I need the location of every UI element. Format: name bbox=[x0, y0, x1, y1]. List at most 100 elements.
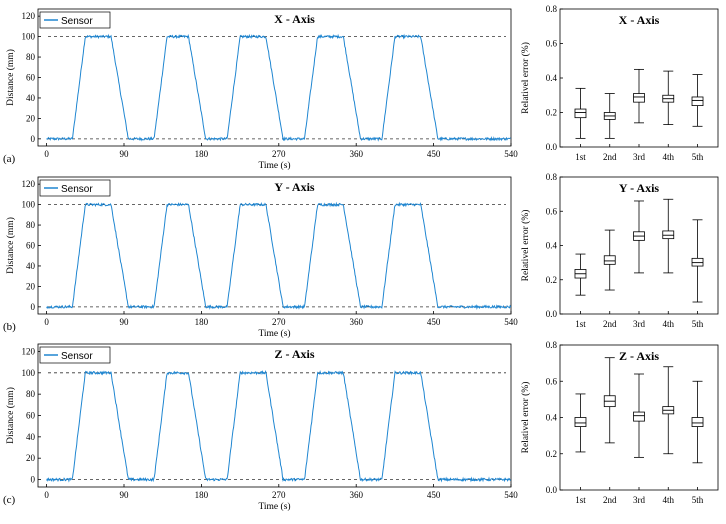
x-tick-label: 270 bbox=[272, 317, 286, 327]
x-tick-label: 360 bbox=[349, 490, 363, 500]
y-tick-label: 0 bbox=[31, 134, 36, 144]
chart-title: X - Axis bbox=[274, 12, 315, 26]
x-tick-label: 2nd bbox=[603, 319, 617, 329]
y-tick-label: 60 bbox=[26, 241, 36, 251]
y-tick-label: 80 bbox=[26, 220, 36, 230]
y-tick-label: 0.2 bbox=[546, 108, 557, 118]
box-chart-2: 0.0 0.2 0.4 0.6 0.8 1st 2nd 3rd 4th 5th Y - Axis Re… bbox=[520, 172, 719, 329]
y-tick-label: 100 bbox=[22, 368, 36, 378]
box-5th bbox=[691, 219, 704, 303]
plot-frame bbox=[37, 8, 512, 147]
box-4th bbox=[662, 198, 675, 274]
iqr-box bbox=[574, 417, 587, 427]
y-tick-label: 0.0 bbox=[546, 142, 558, 152]
y-tick-label: 0.8 bbox=[546, 4, 558, 14]
box-chart-3: 0.0 0.2 0.4 0.6 0.8 1st 2nd 3rd 4th 5th Z - Axis Re… bbox=[520, 340, 719, 505]
y-tick-label: 20 bbox=[26, 113, 36, 123]
y-tick-label: 0.0 bbox=[546, 485, 558, 495]
y-axis-label: Distance (mm) bbox=[5, 387, 16, 444]
box-chart-1: 0.0 0.2 0.4 0.6 0.8 1st 2nd 3rd 4th 5th X - Axis Re… bbox=[520, 4, 719, 162]
legend: Sensor bbox=[39, 11, 111, 29]
y-tick-label: 0.2 bbox=[546, 449, 557, 459]
x-tick-label: 2nd bbox=[603, 495, 617, 505]
box-1st bbox=[574, 87, 587, 139]
box-1st bbox=[574, 393, 587, 453]
x-tick-label: 540 bbox=[504, 149, 518, 159]
y-axis-label: Distance (mm) bbox=[5, 49, 16, 106]
box-4th bbox=[662, 70, 675, 125]
x-tick-label: 1st bbox=[575, 495, 586, 505]
y-tick-label: 80 bbox=[26, 389, 36, 399]
x-tick-label: 180 bbox=[195, 317, 209, 327]
y-tick-label: 0.6 bbox=[546, 206, 558, 216]
x-tick-label: 1st bbox=[575, 152, 586, 162]
x-tick-label: 1st bbox=[575, 319, 586, 329]
iqr-box bbox=[603, 255, 616, 265]
y-tick-label: 0.8 bbox=[546, 340, 558, 350]
x-tick-label: 360 bbox=[349, 149, 363, 159]
x-tick-label: 180 bbox=[195, 149, 209, 159]
x-tick-label: 5th bbox=[692, 495, 704, 505]
y-axis-label: Relativel error (%) bbox=[520, 210, 531, 282]
iqr-box bbox=[691, 417, 704, 427]
box-2nd bbox=[603, 93, 616, 139]
chart-title: Y - Axis bbox=[619, 181, 660, 195]
panel-label: (c) bbox=[3, 494, 16, 506]
y-tick-label: 20 bbox=[26, 453, 36, 463]
y-tick-label: 0 bbox=[31, 302, 36, 312]
x-axis-label: Time (s) bbox=[258, 160, 290, 171]
chart-title: Z - Axis bbox=[274, 347, 314, 361]
sensor-series-line bbox=[46, 369, 511, 483]
y-tick-label: 0.4 bbox=[546, 241, 558, 251]
legend-label: Sensor bbox=[61, 184, 93, 195]
y-tick-label: 60 bbox=[26, 73, 36, 83]
y-tick-label: 40 bbox=[26, 432, 36, 442]
x-tick-label: 2nd bbox=[603, 152, 617, 162]
y-tick-label: 0 bbox=[31, 475, 36, 485]
x-tick-label: 270 bbox=[272, 490, 286, 500]
x-axis-label: Time (s) bbox=[258, 328, 290, 339]
chart-title: Y - Axis bbox=[274, 180, 315, 194]
panel-label: (b) bbox=[3, 321, 16, 333]
x-tick-label: 450 bbox=[427, 317, 441, 327]
y-tick-label: 20 bbox=[26, 281, 36, 291]
chart-title: Z - Axis bbox=[619, 349, 659, 363]
x-tick-label: 90 bbox=[120, 149, 130, 159]
x-tick-label: 180 bbox=[195, 490, 209, 500]
plot-frame bbox=[37, 343, 512, 488]
y-tick-label: 0.4 bbox=[546, 413, 558, 423]
legend-label: Sensor bbox=[61, 16, 93, 27]
legend-box bbox=[39, 11, 111, 29]
x-tick-label: 4th bbox=[663, 152, 675, 162]
iqr-box bbox=[633, 93, 645, 103]
iqr-box bbox=[633, 411, 645, 422]
x-tick-label: 4th bbox=[663, 319, 675, 329]
box-4th bbox=[662, 366, 675, 455]
y-tick-label: 0.2 bbox=[546, 275, 557, 285]
x-tick-label: 540 bbox=[504, 490, 518, 500]
iqr-box bbox=[574, 108, 587, 119]
y-axis-label: Relativel error (%) bbox=[520, 382, 531, 454]
legend-box bbox=[39, 179, 111, 197]
legend-box bbox=[39, 346, 111, 364]
y-tick-label: 40 bbox=[26, 93, 36, 103]
x-tick-label: 5th bbox=[692, 319, 704, 329]
iqr-box bbox=[691, 96, 704, 106]
y-axis-label: Distance (mm) bbox=[5, 217, 16, 274]
y-tick-label: 40 bbox=[26, 261, 36, 271]
x-axis-label: Time (s) bbox=[258, 501, 290, 512]
box-2nd bbox=[603, 357, 616, 444]
box-3rd bbox=[633, 200, 645, 274]
y-tick-label: 100 bbox=[22, 200, 36, 210]
x-tick-label: 0 bbox=[44, 490, 49, 500]
x-tick-label: 3rd bbox=[633, 152, 645, 162]
y-axis-label: Relativel error (%) bbox=[520, 42, 531, 114]
y-tick-label: 120 bbox=[22, 179, 36, 189]
y-tick-label: 60 bbox=[26, 411, 36, 421]
box-1st bbox=[574, 253, 587, 296]
x-tick-label: 450 bbox=[427, 149, 441, 159]
panel-label: (a) bbox=[3, 153, 16, 165]
sensor-series-line bbox=[46, 201, 512, 310]
x-tick-label: 3rd bbox=[633, 495, 645, 505]
x-tick-label: 3rd bbox=[633, 319, 645, 329]
